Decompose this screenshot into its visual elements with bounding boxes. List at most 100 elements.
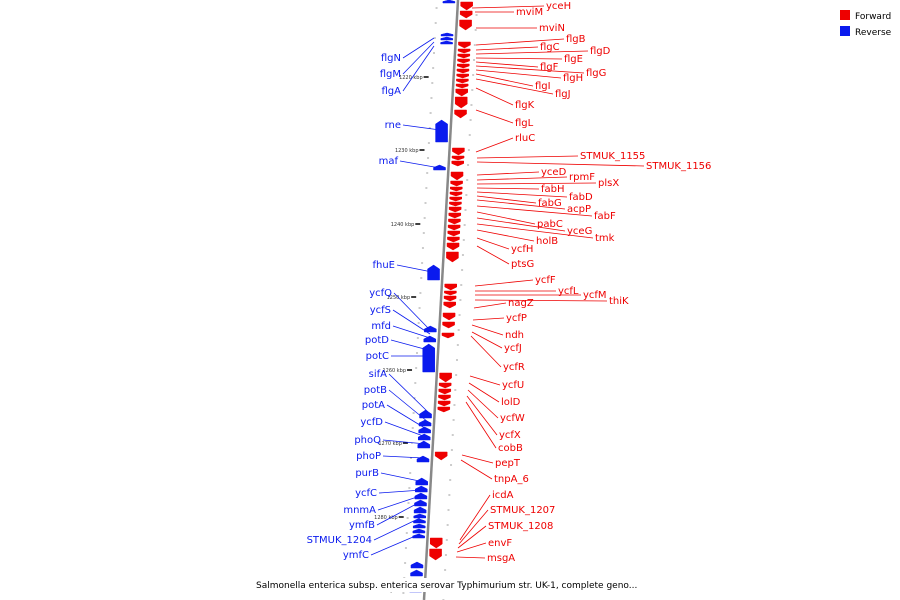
forward-leader-line xyxy=(459,494,491,541)
reverse-leader-line xyxy=(392,325,431,339)
reverse-gene-label: potA xyxy=(362,400,385,411)
forward-gene-label: msgA xyxy=(487,553,515,564)
kbp-tick-label: 1220 kbp xyxy=(399,75,423,81)
forward-leader-line xyxy=(475,65,585,74)
reverse-leader-line xyxy=(370,533,421,556)
forward-gene-label: ycfL xyxy=(558,286,579,297)
forward-gene-label: ycfF xyxy=(535,275,556,286)
forward-gene-label: yceD xyxy=(541,167,567,178)
forward-gene-label: tmk xyxy=(595,233,615,244)
forward-leader-line xyxy=(455,556,486,559)
reverse-gene-label: mnmA xyxy=(343,505,376,516)
forward-gene-label: ycfM xyxy=(583,290,607,301)
reverse-gene-block xyxy=(423,335,437,343)
forward-gene-label: flgF xyxy=(540,62,559,73)
forward-gene-block xyxy=(452,147,465,156)
forward-leader-line xyxy=(476,195,537,204)
forward-gene-label: mviM xyxy=(516,7,543,18)
reverse-gene-block xyxy=(414,492,428,500)
forward-gene-label: cobB xyxy=(498,443,523,454)
forward-gene-label: yceH xyxy=(546,1,571,12)
forward-leader-line xyxy=(476,187,540,190)
forward-gene-block xyxy=(446,251,459,263)
forward-gene-label: STMUK_1207 xyxy=(490,505,555,516)
reverse-gene-block xyxy=(415,485,428,493)
forward-leader-line xyxy=(473,302,507,309)
forward-gene-label: flgC xyxy=(540,42,560,53)
reverse-gene-label: rne xyxy=(385,120,401,131)
forward-gene-label: ycfH xyxy=(511,244,533,255)
reverse-gene-block xyxy=(414,499,427,507)
legend-label-forward: Forward xyxy=(855,12,891,22)
forward-leader-line xyxy=(475,109,514,124)
reverse-gene-block xyxy=(410,561,424,569)
reverse-leader-line xyxy=(390,339,429,351)
forward-gene-block xyxy=(447,224,461,231)
reverse-leader-line xyxy=(382,439,427,445)
genome-backbone xyxy=(422,0,460,600)
legend: Forward Reverse xyxy=(840,10,892,38)
forward-gene-block xyxy=(455,83,469,89)
reverse-leader-line xyxy=(396,264,433,273)
forward-gene-label: ycfP xyxy=(506,313,527,324)
reverse-gene-label: phoQ xyxy=(354,435,381,446)
reverse-gene-block xyxy=(433,164,446,171)
forward-gene-block xyxy=(449,191,463,197)
forward-gene-block xyxy=(446,242,460,251)
forward-gene-block xyxy=(438,394,451,401)
forward-gene-label: flgB xyxy=(566,34,586,45)
forward-leader-line xyxy=(457,525,487,549)
forward-gene-block xyxy=(454,96,468,109)
forward-leader-line xyxy=(458,509,489,545)
reverse-leader-line xyxy=(377,495,421,511)
forward-gene-label: ptsG xyxy=(511,259,534,270)
reverse-gene-label: ymfB xyxy=(349,520,375,531)
reverse-gene-block xyxy=(419,409,432,419)
reverse-leader-line xyxy=(388,373,429,413)
forward-gene-block xyxy=(442,312,456,321)
forward-gene-block xyxy=(455,88,469,97)
forward-gene-block xyxy=(448,218,461,225)
forward-leader-line xyxy=(469,375,501,386)
reverse-leader-line xyxy=(382,455,425,459)
reverse-gene-label: potD xyxy=(365,335,389,346)
kbp-tick-label: 1280 kbp xyxy=(374,515,398,521)
forward-leader-line xyxy=(467,389,499,419)
forward-gene-label: icdA xyxy=(492,490,514,501)
forward-gene-block xyxy=(443,295,457,302)
forward-gene-block xyxy=(457,63,470,69)
reverse-leader-line xyxy=(373,517,421,541)
forward-gene-block xyxy=(450,180,463,187)
forward-gene-label: nagZ xyxy=(508,298,534,309)
forward-gene-block xyxy=(448,212,462,219)
reverse-gene-label: sifA xyxy=(369,369,388,380)
forward-gene-label: yceG xyxy=(567,226,592,237)
forward-gene-block xyxy=(457,58,470,64)
forward-gene-block xyxy=(457,48,471,54)
reverse-leader-line xyxy=(402,124,441,131)
forward-gene-label: STMUK_1208 xyxy=(488,521,553,532)
forward-gene-block xyxy=(458,41,471,49)
forward-leader-line xyxy=(476,237,510,250)
reverse-gene-block xyxy=(440,40,453,45)
reverse-gene-label: fhuE xyxy=(372,260,395,271)
forward-gene-label: plsX xyxy=(598,178,619,189)
forward-leader-line xyxy=(470,335,502,368)
forward-gene-label: lolD xyxy=(501,397,521,408)
forward-gene-block xyxy=(456,68,470,74)
forward-gene-block xyxy=(442,321,455,329)
forward-gene-label: flgG xyxy=(586,68,606,79)
reverse-gene-block xyxy=(442,0,456,4)
forward-gene-block xyxy=(437,400,451,407)
forward-leader-line xyxy=(460,459,493,480)
forward-gene-block xyxy=(444,283,457,291)
reverse-gene-label: ymfC xyxy=(343,550,369,561)
forward-gene-block xyxy=(444,290,457,296)
kbp-tick-label: 1230 kbp xyxy=(395,148,419,154)
reverse-gene-block xyxy=(417,440,431,449)
forward-gene-label: fabH xyxy=(541,184,565,195)
forward-gene-label: rluC xyxy=(515,133,535,144)
reverse-gene-label: ycfQ xyxy=(369,288,392,299)
forward-leader-line xyxy=(476,211,536,225)
